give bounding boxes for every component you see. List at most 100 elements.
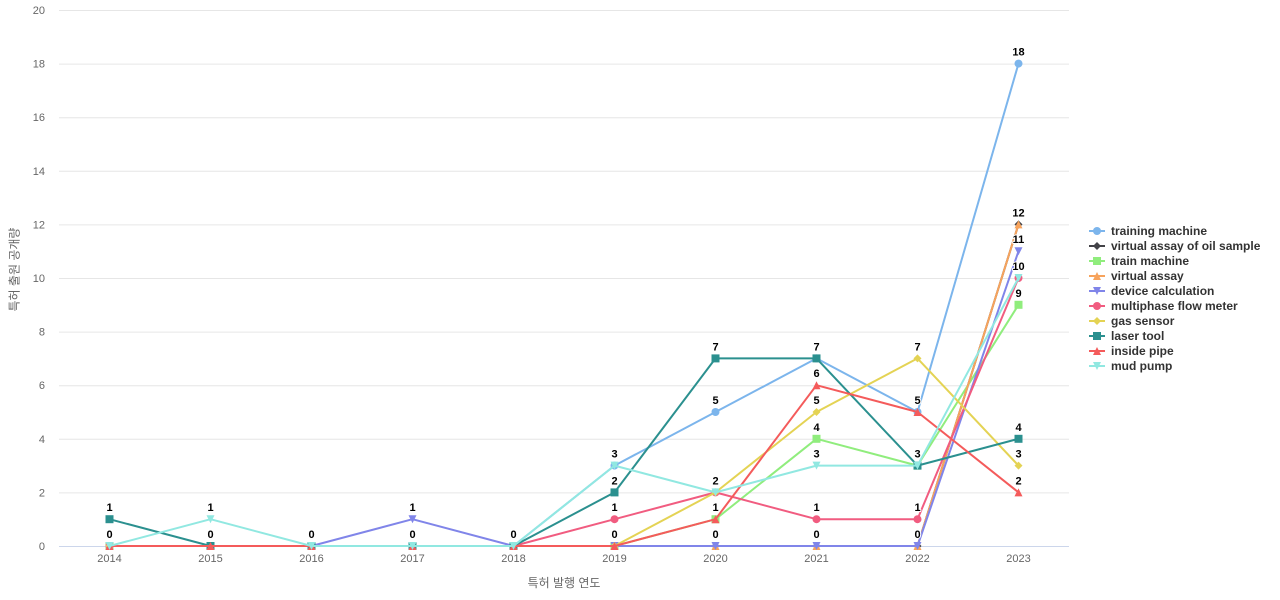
legend-marker-diamond-icon xyxy=(1089,241,1105,250)
data-label: 0 xyxy=(409,529,415,541)
data-label: 1 xyxy=(813,502,819,514)
legend-label: training machine xyxy=(1111,223,1208,238)
data-label: 0 xyxy=(914,529,920,541)
data-point-train-machine[interactable] xyxy=(812,434,821,443)
data-label: 0 xyxy=(207,529,213,541)
series-line-gas-sensor[interactable] xyxy=(108,357,1020,547)
data-point-mud-pump[interactable] xyxy=(105,542,114,550)
series-line-training-machine[interactable] xyxy=(108,62,1020,547)
series-line-train-machine[interactable] xyxy=(108,303,1020,547)
data-label: 1 xyxy=(207,502,213,514)
data-label: 3 xyxy=(813,449,819,461)
data-point-mud-pump[interactable] xyxy=(610,461,619,470)
data-point-virtual-assay[interactable] xyxy=(1014,220,1023,229)
data-point-inside-pipe[interactable] xyxy=(206,542,215,550)
data-point-mud-pump[interactable] xyxy=(812,461,821,470)
legend-label: gas sensor xyxy=(1111,313,1175,328)
data-point-inside-pipe[interactable] xyxy=(913,408,922,416)
y-tick-label: 18 xyxy=(33,59,45,71)
data-label: 6 xyxy=(813,368,819,380)
legend-item-laser-tool[interactable]: laser tool xyxy=(1088,328,1260,343)
y-axis-title: 특허 출원 공개량 xyxy=(7,227,22,312)
data-point-mud-pump[interactable] xyxy=(307,542,316,550)
series-line-laser-tool[interactable] xyxy=(108,357,1020,547)
data-label: 4 xyxy=(1015,422,1022,434)
data-point-mud-pump[interactable] xyxy=(206,515,215,524)
legend: training machine virtual assay of oil sam… xyxy=(1088,223,1260,373)
data-point-inside-pipe[interactable] xyxy=(1014,488,1023,497)
data-point-training-machine[interactable] xyxy=(711,408,720,416)
data-point-laser-tool[interactable] xyxy=(610,488,619,497)
data-point-multiphase-flow-meter[interactable] xyxy=(812,515,821,524)
legend-marker-diamond-icon xyxy=(1089,316,1105,325)
data-point-gas-sensor[interactable] xyxy=(812,408,821,416)
data-label: 0 xyxy=(611,529,617,541)
legend-label: mud pump xyxy=(1111,358,1173,373)
y-tick-label: 6 xyxy=(39,380,45,392)
data-label: 2 xyxy=(712,475,718,487)
y-tick-label: 8 xyxy=(39,327,45,339)
data-label: 11 xyxy=(1013,234,1025,246)
data-point-mud-pump[interactable] xyxy=(509,542,518,550)
data-point-device-calculation[interactable] xyxy=(913,542,922,550)
data-point-laser-tool[interactable] xyxy=(1014,434,1023,443)
legend-label: laser tool xyxy=(1111,328,1165,343)
x-tick-label: 2021 xyxy=(804,553,828,565)
y-tick-label: 20 xyxy=(33,5,45,17)
legend-item-device-calculation[interactable]: device calculation xyxy=(1088,283,1260,298)
data-point-mud-pump[interactable] xyxy=(408,542,417,550)
data-point-laser-tool[interactable] xyxy=(812,354,821,363)
legend-label: inside pipe xyxy=(1111,343,1174,358)
data-point-device-calculation[interactable] xyxy=(711,542,720,550)
data-point-multiphase-flow-meter[interactable] xyxy=(913,515,922,524)
legend-item-gas-sensor[interactable]: gas sensor xyxy=(1088,313,1260,328)
data-point-inside-pipe[interactable] xyxy=(711,515,720,524)
legend-item-virtual-assay-of-oil-sample[interactable]: virtual assay of oil sample xyxy=(1088,238,1260,253)
legend-item-inside-pipe[interactable]: inside pipe xyxy=(1088,343,1260,358)
data-label: 1 xyxy=(409,502,415,514)
legend-marker-circle-icon xyxy=(1089,301,1105,310)
data-point-device-calculation[interactable] xyxy=(1014,247,1023,256)
data-label: 1 xyxy=(611,502,617,514)
legend-label: multiphase flow meter xyxy=(1111,298,1238,313)
data-label: 7 xyxy=(712,341,718,353)
data-label: 0 xyxy=(813,529,819,541)
data-label: 5 xyxy=(914,395,920,407)
legend-label: device calculation xyxy=(1111,283,1215,298)
data-point-train-machine[interactable] xyxy=(1014,300,1023,309)
data-point-training-machine[interactable] xyxy=(1014,59,1023,68)
data-point-inside-pipe[interactable] xyxy=(812,381,821,390)
data-point-inside-pipe[interactable] xyxy=(610,542,619,550)
data-point-mud-pump[interactable] xyxy=(913,461,922,470)
data-point-laser-tool[interactable] xyxy=(711,354,720,363)
legend-item-train-machine[interactable]: train machine xyxy=(1088,253,1260,268)
data-label: 3 xyxy=(611,449,617,461)
legend-item-training-machine[interactable]: training machine xyxy=(1088,223,1260,238)
legend-marker-triangle-down-icon xyxy=(1089,361,1105,370)
series-line-inside-pipe[interactable] xyxy=(108,384,1020,547)
data-label: 5 xyxy=(712,395,718,407)
data-point-laser-tool[interactable] xyxy=(105,515,114,524)
legend-item-mud-pump[interactable]: mud pump xyxy=(1088,358,1260,373)
data-point-device-calculation[interactable] xyxy=(408,515,417,524)
legend-marker-triangle-icon xyxy=(1089,271,1105,280)
data-point-gas-sensor[interactable] xyxy=(913,354,922,363)
data-point-gas-sensor[interactable] xyxy=(1014,461,1023,470)
data-label: 1 xyxy=(914,502,920,514)
data-point-device-calculation[interactable] xyxy=(812,542,821,550)
data-point-multiphase-flow-meter[interactable] xyxy=(610,515,619,524)
legend-marker-triangle-down-icon xyxy=(1089,286,1105,295)
y-tick-label: 2 xyxy=(39,487,45,499)
data-point-mud-pump[interactable] xyxy=(1014,274,1023,282)
legend-item-multiphase-flow-meter[interactable]: multiphase flow meter xyxy=(1088,298,1260,313)
data-point-mud-pump[interactable] xyxy=(711,488,720,497)
x-axis-title: 특허 발행 연도 xyxy=(527,576,601,590)
x-tick-label: 2018 xyxy=(501,553,525,565)
series-line-device-calculation[interactable] xyxy=(108,250,1020,547)
legend-item-virtual-assay[interactable]: virtual assay xyxy=(1088,268,1260,283)
x-tick-label: 2017 xyxy=(400,553,424,565)
series-line-mud-pump[interactable] xyxy=(108,277,1020,547)
legend-marker-square-icon xyxy=(1089,256,1105,265)
